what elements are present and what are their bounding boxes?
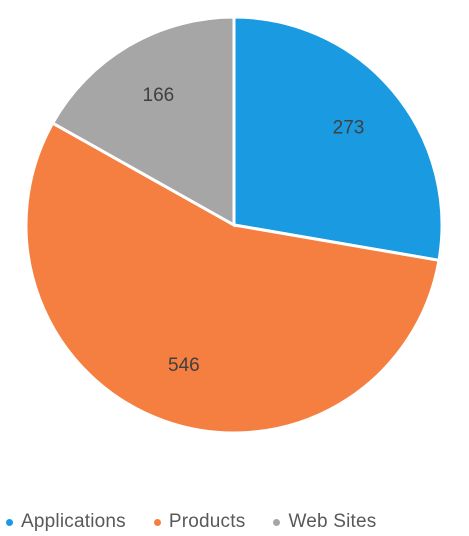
slice-products xyxy=(24,121,441,435)
chart-legend: Applications Products Web Sites xyxy=(0,508,469,536)
pie-chart: 273 546 166 xyxy=(24,15,444,435)
legend-label-web-sites: Web Sites xyxy=(288,511,377,532)
slice-web-sites xyxy=(50,15,236,228)
slice-applications xyxy=(232,15,444,263)
legend-label-applications: Applications xyxy=(21,511,126,532)
legend-item-applications: Applications xyxy=(6,511,126,533)
legend-label-products: Products xyxy=(168,511,246,532)
legend-item-web-sites: Web Sites xyxy=(273,511,376,533)
data-label-products: 546 xyxy=(168,355,200,376)
data-label-applications: 273 xyxy=(333,118,365,139)
legend-item-products: Products xyxy=(153,511,246,533)
legend-swatch-applications xyxy=(6,518,13,526)
legend-swatch-web-sites xyxy=(273,518,281,526)
legend-swatch-products xyxy=(153,518,161,526)
data-label-web-sites: 166 xyxy=(143,85,175,106)
